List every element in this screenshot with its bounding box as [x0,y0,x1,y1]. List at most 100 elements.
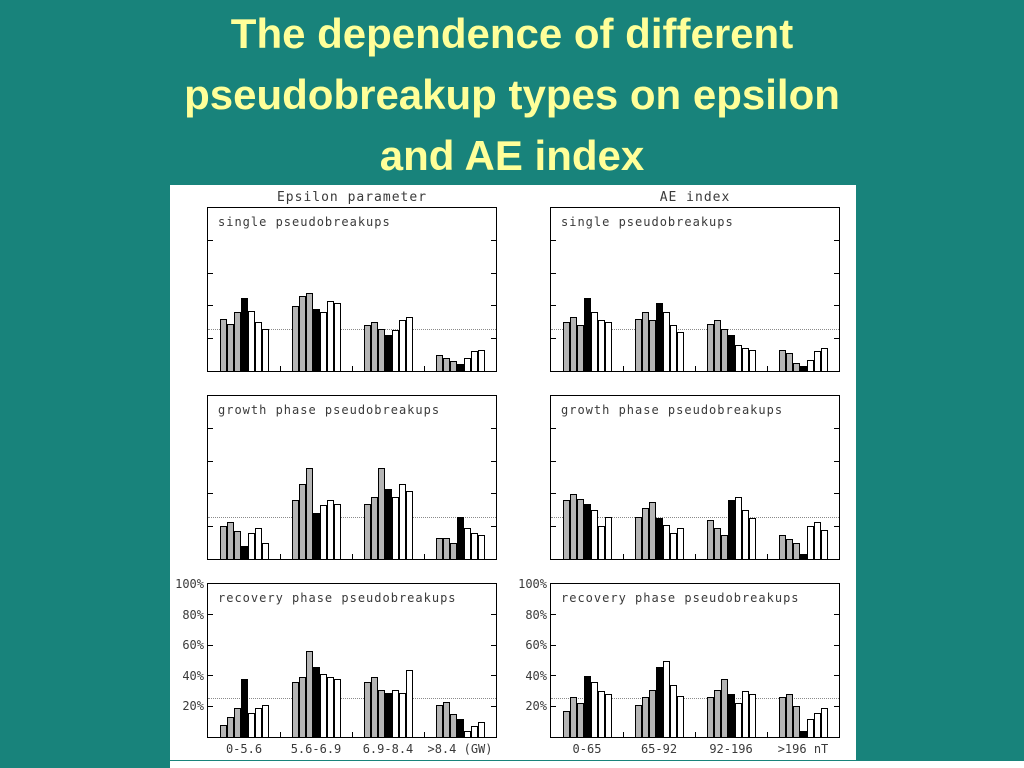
x-axis-label: 6.9-8.4 [362,742,414,756]
y-axis-tick [208,675,213,677]
plot-title: recovery phase pseudobreakups [218,591,457,605]
histogram-bar [261,542,269,559]
histogram-bar [254,528,262,559]
x-axis-tick [623,732,624,737]
histogram-bar [449,542,457,559]
plot-area [208,396,496,559]
histogram-bar [298,296,306,371]
y-axis-tick [491,705,496,707]
histogram-bar [641,312,649,371]
histogram-bar [583,297,591,371]
x-axis-tick [280,554,281,559]
histogram-bar [597,691,605,737]
slide-title: The dependence of different pseudobreaku… [0,0,1024,187]
y-axis-tick [491,460,496,462]
plot-area [551,208,839,371]
y-axis-tick [551,337,556,339]
histogram-bar [748,694,756,737]
histogram-bar [583,675,591,737]
x-axis-tick [280,366,281,371]
histogram-bar [590,510,598,559]
histogram-bar [377,328,385,371]
histogram-bar [240,678,248,737]
histogram-bar [442,357,450,371]
histogram-bar [748,349,756,371]
y-axis-tick [491,337,496,339]
histogram-bar [377,689,385,737]
y-axis-tick [208,644,213,646]
histogram-bar [240,297,248,371]
y-axis-label: 40% [525,668,547,683]
histogram-bar [583,503,591,559]
plot-area [208,208,496,371]
histogram-bar [326,300,334,371]
reference-line [208,697,496,699]
histogram-bar [662,524,670,559]
histogram-bar [634,704,642,737]
y-axis-label: 20% [182,699,204,714]
histogram-bar [391,497,399,559]
title-line: pseudobreakup types on epsilon [184,70,840,118]
title-line: and AE index [379,131,645,179]
histogram-bar [569,493,577,559]
y-axis-tick [551,644,556,646]
histogram-bar [634,318,642,371]
histogram-bar [741,348,749,371]
histogram-bar [597,526,605,559]
histogram-bar [312,513,320,559]
histogram-bar [778,534,786,559]
histogram-bar [477,721,485,737]
histogram-bar [720,328,728,371]
histogram-bar [590,312,598,371]
y-axis-tick [491,493,496,495]
histogram-bar [778,697,786,737]
column-header-epsilon: Epsilon parameter [276,190,428,205]
x-axis-tick [352,366,353,371]
histogram-bar [655,666,663,737]
y-axis-tick [208,493,213,495]
histogram-bar [442,701,450,737]
histogram-bar [641,508,649,559]
histogram-bar [576,498,584,559]
histogram-bar [669,532,677,559]
histogram-bar [326,500,334,559]
y-axis-tick [834,337,839,339]
y-axis-tick [208,705,213,707]
histogram-bar [398,320,406,371]
x-axis-tick [695,732,696,737]
histogram-bar [291,305,299,371]
y-axis-tick [491,614,496,616]
histogram-bar [312,309,320,371]
histogram-bar [219,318,227,371]
histogram-bar [590,681,598,737]
histogram-bar [569,697,577,737]
plot-ae-recovery: recovery phase pseudobreakups 100% 80% 60%… [518,577,840,756]
histogram-bar [706,323,714,371]
x-axis-tick [767,366,768,371]
histogram-bar [820,707,828,737]
y-axis-tick [491,305,496,307]
histogram-bar [669,684,677,737]
histogram-bar [820,348,828,371]
histogram-bar [734,497,742,559]
histogram-bar [813,351,821,371]
plot-epsilon-recovery: recovery phase pseudobreakups 100% 80% 60%… [175,577,497,756]
histogram-bar [604,694,612,737]
x-axis-tick [424,732,425,737]
y-axis-tick [491,525,496,527]
histogram-bar [820,529,828,559]
y-axis-label: 40% [182,668,204,683]
histogram-bar [370,677,378,737]
histogram-bar [741,510,749,559]
histogram-bar [247,310,255,371]
histogram-bar [748,518,756,559]
y-axis-label: 100% [175,577,204,591]
y-axis-label: 80% [182,607,204,622]
y-axis-label: 60% [182,638,204,653]
y-axis-label: 100% [518,577,547,591]
plot-title: recovery phase pseudobreakups [561,591,800,605]
histogram-bar [363,503,371,559]
histogram-bar [240,545,248,559]
histogram-bar [720,678,728,737]
y-axis-label: 20% [525,699,547,714]
